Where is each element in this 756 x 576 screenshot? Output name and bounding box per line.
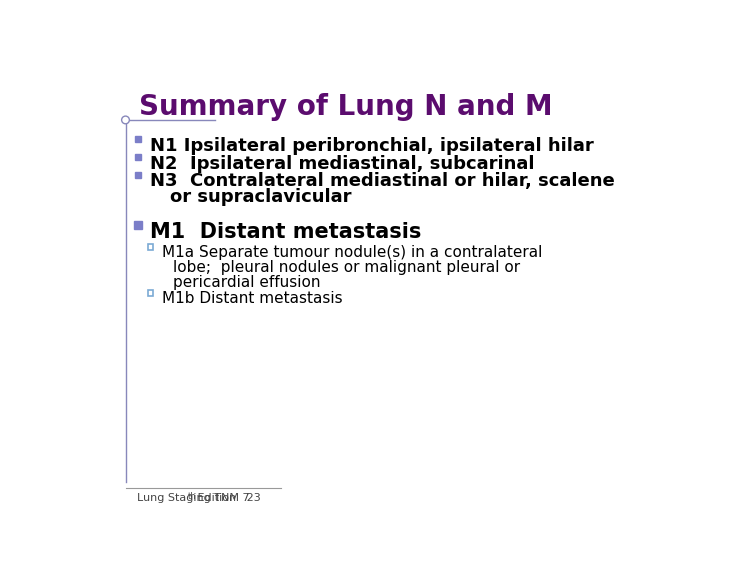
Bar [135, 154, 141, 160]
Text: N3  Contralateral mediastinal or hilar, scalene: N3 Contralateral mediastinal or hilar, s… [150, 172, 615, 190]
Text: pericardial effusion: pericardial effusion [173, 275, 321, 290]
Text: lobe;  pleural nodules or malignant pleural or: lobe; pleural nodules or malignant pleur… [173, 260, 520, 275]
Text: N2  Ipsilateral mediastinal, subcarinal: N2 Ipsilateral mediastinal, subcarinal [150, 154, 534, 173]
Circle shape [122, 116, 129, 124]
Text: th: th [187, 492, 196, 501]
Text: Lung Staging TNM 7: Lung Staging TNM 7 [137, 494, 249, 503]
Bar [135, 136, 141, 142]
Bar [134, 221, 142, 229]
Text: Summary of Lung N and M: Summary of Lung N and M [139, 93, 553, 121]
Text: N1 Ipsilateral peribronchial, ipsilateral hilar: N1 Ipsilateral peribronchial, ipsilatera… [150, 137, 594, 155]
Bar [135, 172, 141, 177]
Text: or supraclavicular: or supraclavicular [169, 188, 352, 206]
Text: M1b Distant metastasis: M1b Distant metastasis [162, 291, 342, 306]
Bar [147, 290, 153, 296]
Text: M1  Distant metastasis: M1 Distant metastasis [150, 222, 422, 241]
Text: M1a Separate tumour nodule(s) in a contralateral: M1a Separate tumour nodule(s) in a contr… [162, 245, 542, 260]
Text: Edition   23: Edition 23 [194, 494, 261, 503]
Bar [147, 244, 153, 249]
